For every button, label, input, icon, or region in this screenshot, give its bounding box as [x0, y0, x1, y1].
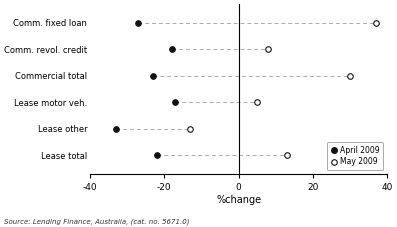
Text: Source: Lending Finance, Australia, (cat. no. 5671.0): Source: Lending Finance, Australia, (cat… [4, 218, 189, 225]
Legend: April 2009, May 2009: April 2009, May 2009 [327, 142, 384, 170]
X-axis label: %change: %change [216, 195, 261, 205]
